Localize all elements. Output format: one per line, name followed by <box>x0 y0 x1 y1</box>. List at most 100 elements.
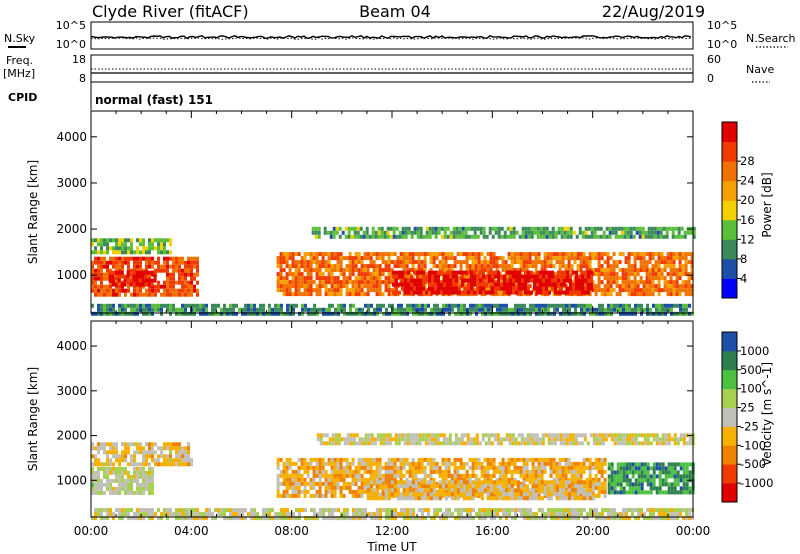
power-cell <box>285 260 289 265</box>
power-cell <box>615 276 619 281</box>
velocity-cell <box>438 492 442 497</box>
power-cell <box>687 288 691 293</box>
velocity-cell <box>516 488 520 493</box>
velocity-cell <box>546 485 550 490</box>
power-cell <box>569 286 572 291</box>
velocity-cell <box>634 462 638 467</box>
power-cell <box>468 264 472 269</box>
velocity-cell <box>625 478 629 483</box>
velocity-cell <box>465 473 469 478</box>
power-cell <box>169 242 172 247</box>
velocity-cell <box>100 512 103 517</box>
power-cell <box>304 303 307 308</box>
velocity-cell <box>303 481 307 486</box>
power-cell <box>486 288 490 293</box>
velocity-cell <box>474 461 478 466</box>
power-cell <box>112 303 115 308</box>
velocity-cell <box>436 441 440 446</box>
power-cell <box>485 282 488 287</box>
velocity-cell <box>493 433 497 438</box>
power-cell <box>103 307 106 312</box>
velocity-cell <box>184 454 187 459</box>
power-cell <box>100 272 103 277</box>
power-cell <box>136 250 139 255</box>
power-cell <box>400 303 403 308</box>
power-cell <box>470 234 474 239</box>
power-cell <box>109 238 112 243</box>
velocity-cell <box>483 469 487 474</box>
power-cell <box>678 260 682 265</box>
power-cell <box>569 278 572 283</box>
power-cell <box>648 252 652 257</box>
velocity-cell <box>136 466 139 471</box>
power-cell <box>431 290 434 295</box>
velocity-cell <box>525 457 529 462</box>
velocity-cell <box>333 465 337 470</box>
cpid-label: CPID <box>8 91 37 104</box>
velocity-cell <box>178 446 181 451</box>
power-cell <box>657 276 661 281</box>
velocity-cell <box>417 477 421 482</box>
power-cell <box>672 280 676 285</box>
power-cell <box>491 290 494 295</box>
power-cell <box>482 230 486 235</box>
power-cell <box>190 264 193 269</box>
velocity-cell <box>637 441 641 446</box>
power-cell <box>455 286 458 291</box>
velocity-cell <box>163 454 166 459</box>
velocity-cell <box>109 508 112 513</box>
power-cell <box>465 264 469 269</box>
velocity-cell <box>91 490 94 495</box>
power-cell <box>546 264 550 269</box>
power-cell <box>372 268 376 273</box>
power-cell <box>106 284 109 289</box>
power-cell <box>211 307 214 312</box>
velocity-cell <box>357 457 361 462</box>
power-cell <box>428 274 431 279</box>
velocity-cell <box>510 461 514 466</box>
power-cell <box>501 260 505 265</box>
power-cell <box>393 264 397 269</box>
velocity-cell <box>435 461 439 466</box>
velocity-cell <box>682 486 686 491</box>
velocity-cell <box>456 457 460 462</box>
velocity-cell <box>279 469 283 474</box>
velocity-cell <box>349 437 353 442</box>
power-cell <box>392 270 395 275</box>
power-cell <box>381 252 385 257</box>
velocity-cell <box>303 469 307 474</box>
power-cell <box>639 288 643 293</box>
power-cell <box>509 234 513 239</box>
power-cell <box>555 252 559 257</box>
velocity-cell <box>655 474 659 479</box>
velocity-cell <box>670 482 674 487</box>
velocity-cell <box>360 477 364 482</box>
velocity-cell <box>415 441 419 446</box>
power-cell <box>432 256 436 261</box>
velocity-cell <box>600 489 604 494</box>
velocity-cell <box>664 490 668 495</box>
power-cell <box>366 280 370 285</box>
velocity-cell <box>94 482 97 487</box>
power-cell <box>513 256 517 261</box>
velocity-cell <box>166 454 169 459</box>
velocity-cell <box>354 477 358 482</box>
power-cell <box>633 272 637 277</box>
power-cell <box>399 252 403 257</box>
power-cell <box>473 278 476 283</box>
power-cell <box>608 234 612 239</box>
power-cell <box>431 278 434 283</box>
power-cell <box>660 256 664 261</box>
power-cell <box>351 292 355 297</box>
power-cell <box>627 268 631 273</box>
velocity-cell <box>603 485 607 490</box>
velocity-cell <box>139 442 142 447</box>
velocity-cell <box>187 462 190 467</box>
velocity-cell <box>441 484 445 489</box>
power-cell <box>541 303 544 308</box>
power-cell <box>91 260 94 265</box>
power-cell <box>417 260 421 265</box>
velocity-cell <box>372 477 376 482</box>
velocity-cell <box>490 441 494 446</box>
velocity-cell <box>582 480 586 485</box>
